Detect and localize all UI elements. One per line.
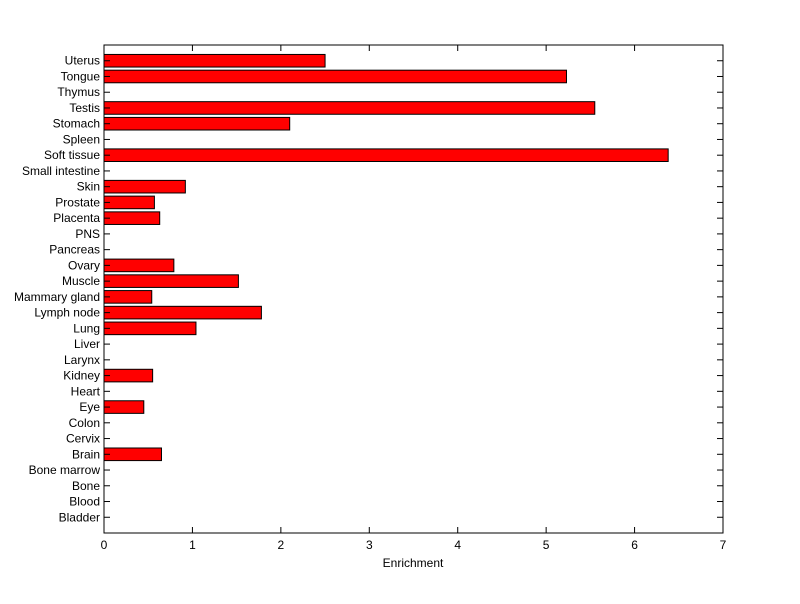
y-tick-label: Lymph node (34, 306, 100, 320)
y-tick-label: Stomach (53, 117, 100, 131)
x-tick-label: 6 (631, 538, 638, 552)
y-tick-label: Thymus (57, 85, 100, 99)
bar-prostate (103, 195, 155, 210)
y-tick-label: Prostate (55, 195, 100, 209)
bar-lung (103, 321, 197, 336)
bar-muscle (103, 274, 239, 288)
x-tick-label: 2 (278, 538, 285, 552)
y-tick-label: Tongue (61, 69, 101, 83)
y-tick-label: Spleen (63, 132, 100, 146)
bar-kidney (103, 368, 154, 383)
y-tick-label: Small intestine (22, 164, 100, 178)
x-tick-label: 5 (543, 538, 550, 552)
x-tick-label: 4 (454, 538, 461, 552)
bar-uterus (103, 53, 326, 68)
y-tick-label: PNS (75, 227, 100, 241)
x-axis-label: Enrichment (383, 556, 444, 570)
bar-ovary (103, 258, 175, 273)
y-tick-label: Testis (69, 101, 100, 115)
y-tick-label: Mammary gland (14, 290, 100, 304)
y-tick-label: Colon (69, 416, 100, 430)
x-tick-label: 0 (101, 538, 108, 552)
y-tick-label: Soft tissue (44, 148, 100, 162)
bar-mammary-gland (103, 290, 153, 304)
y-tick-label: Placenta (53, 211, 100, 225)
y-tick-label: Ovary (68, 258, 100, 272)
y-tick-label: Bone (72, 479, 100, 493)
bar-skin (103, 179, 186, 194)
y-tick-label: Eye (79, 400, 100, 414)
y-tick-label: Blood (69, 495, 100, 509)
x-tick-label: 7 (720, 538, 727, 552)
x-tick-label: 3 (366, 538, 373, 552)
bar-placenta (103, 211, 161, 225)
y-tick-label: Lung (73, 321, 100, 335)
y-tick-label: Bone marrow (29, 463, 101, 477)
bar-tongue (103, 69, 567, 84)
y-tick-label: Heart (71, 384, 101, 398)
y-tick-label: Cervix (66, 432, 100, 446)
y-tick-label: Kidney (63, 369, 100, 383)
y-tick-label: Larynx (64, 353, 100, 367)
bar-soft-tissue (103, 148, 669, 162)
bar-brain (103, 447, 162, 462)
bar-stomach (103, 116, 291, 131)
y-tick-label: Bladder (59, 510, 100, 524)
y-tick-label: Pancreas (49, 243, 100, 257)
bar-lymph-node (103, 305, 262, 320)
bar-testis (103, 101, 596, 115)
y-tick-label: Muscle (62, 274, 100, 288)
y-tick-label: Brain (72, 447, 100, 461)
y-tick-label: Uterus (65, 54, 100, 68)
x-tick-label: 1 (189, 538, 196, 552)
plot-frame (103, 44, 724, 534)
y-tick-label: Liver (74, 337, 100, 351)
y-tick-label: Skin (77, 180, 100, 194)
